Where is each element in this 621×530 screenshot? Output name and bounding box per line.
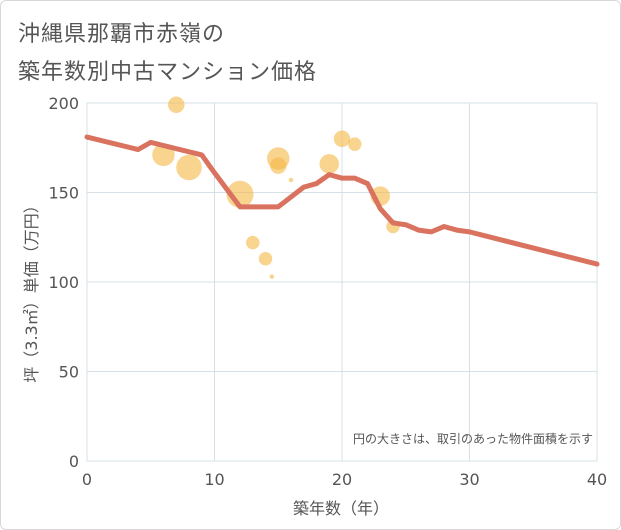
- bubble-point: [258, 251, 273, 266]
- x-tick-label: 40: [587, 470, 607, 489]
- trend-line: [84, 134, 600, 267]
- bubble-point: [176, 154, 202, 181]
- x-axis-label: 築年数（年）: [293, 499, 389, 518]
- bubble-point: [333, 130, 351, 148]
- x-tick-label: 20: [332, 470, 352, 489]
- bubble-point: [269, 274, 275, 279]
- bubble-point: [288, 177, 294, 183]
- bubble-point: [270, 157, 287, 174]
- y-tick-label: 100: [48, 273, 79, 292]
- bubble-point: [246, 235, 260, 250]
- x-tick-label: 10: [204, 470, 224, 489]
- size-legend-note: 円の大きさは、取引のあった物件面積を示す: [353, 431, 593, 446]
- trend-line-group: [84, 134, 600, 267]
- bubble-point: [319, 154, 339, 174]
- y-axis-label: 坪（3.3㎡）単価（万円）: [22, 197, 41, 382]
- chart-title-line-2: 築年数別中古マンション価格: [18, 60, 318, 85]
- y-tick-label: 0: [69, 452, 79, 471]
- plot-border: [86, 102, 598, 462]
- bubble-point: [348, 137, 362, 151]
- x-tick-label: 30: [459, 470, 479, 489]
- grid-lines: [86, 102, 598, 462]
- y-tick-label: 150: [48, 184, 79, 203]
- y-tick-label: 50: [59, 363, 79, 382]
- chart-title-line-1: 沖縄県那覇市赤嶺の: [18, 22, 226, 47]
- tick-labels: 0 10 20 30 40 0 50 100 150 200: [48, 94, 607, 489]
- x-tick-label: 0: [82, 470, 92, 489]
- y-tick-label: 200: [48, 94, 79, 113]
- bubbles: [152, 96, 400, 279]
- bubble-point: [168, 96, 185, 114]
